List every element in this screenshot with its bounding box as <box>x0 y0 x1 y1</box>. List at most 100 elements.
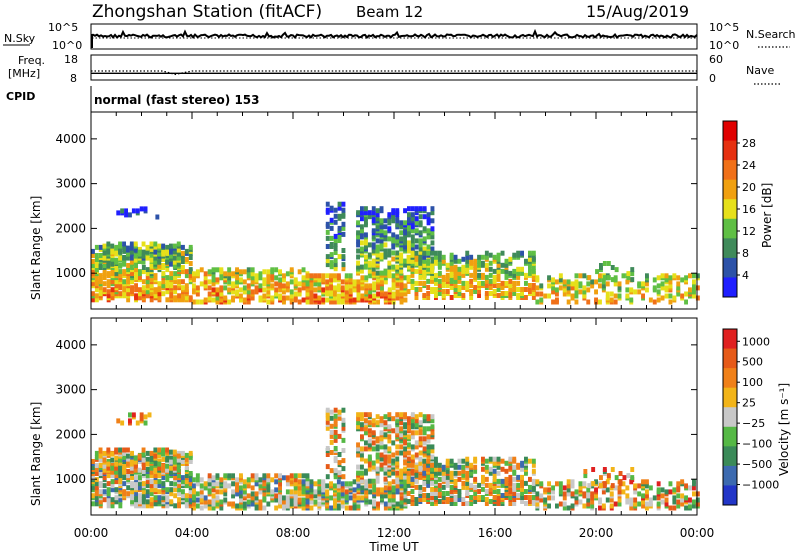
range-gate-cell <box>684 299 688 305</box>
range-gate-cell <box>594 493 598 499</box>
range-gate-cell <box>652 495 657 501</box>
range-gate-cell <box>434 495 438 500</box>
range-gate-cell <box>129 465 134 471</box>
range-gate-cell <box>91 297 95 303</box>
range-gate-cell <box>333 501 337 507</box>
range-gate-cell <box>418 436 423 442</box>
range-gate-cell <box>161 495 166 501</box>
range-gate-cell <box>422 280 427 286</box>
range-gate-cell <box>325 235 330 241</box>
range-gate-cell <box>469 254 474 260</box>
range-gate-cell <box>434 254 438 260</box>
range-gate-cell <box>262 281 267 287</box>
range-gate-cell <box>360 234 364 240</box>
range-gate-cell <box>133 467 138 473</box>
range-gate-cell <box>477 258 481 264</box>
range-gate-cell <box>500 250 505 256</box>
range-gate-cell <box>157 453 162 459</box>
range-gate-cell <box>481 272 485 278</box>
range-gate-cell <box>153 483 158 489</box>
range-gate-cell <box>695 273 700 279</box>
range-gate-cell <box>360 478 364 484</box>
range-gate-cell <box>496 489 501 494</box>
range-gate-cell <box>418 274 423 280</box>
range-gate-cell <box>410 458 415 464</box>
range-gate-cell <box>246 283 251 289</box>
range-gate-cell <box>219 291 224 297</box>
range-gate-cell <box>149 257 154 263</box>
range-gate-cell <box>437 291 442 296</box>
colorbar-tick-label: 500 <box>742 356 763 369</box>
range-gate-cell <box>329 260 334 266</box>
range-gate-cell <box>496 499 501 504</box>
range-gate-cell <box>195 291 200 297</box>
range-gate-cell <box>102 281 107 287</box>
range-gate-cell <box>594 279 598 285</box>
range-gate-cell <box>207 505 212 511</box>
range-gate-cell <box>110 465 115 471</box>
range-gate-cell <box>684 483 688 489</box>
range-gate-cell <box>410 222 415 228</box>
range-gate-cell <box>641 281 645 287</box>
range-gate-cell <box>598 505 602 511</box>
range-gate-cell <box>165 283 170 289</box>
range-gate-cell <box>414 260 419 266</box>
range-gate-cell <box>422 246 427 252</box>
range-gate-cell <box>418 214 423 220</box>
range-gate-cell <box>98 447 103 453</box>
range-gate-cell <box>629 297 634 303</box>
range-gate-cell <box>165 487 170 493</box>
range-gate-cell <box>364 210 368 216</box>
range-gate-cell <box>173 275 178 281</box>
range-gate-cell <box>165 477 170 483</box>
range-gate-cell <box>289 479 294 485</box>
range-gate-cell <box>141 249 146 255</box>
range-gate-cell <box>379 456 384 462</box>
range-gate-cell <box>426 216 431 222</box>
range-gate-cell <box>531 250 536 256</box>
range-gate-cell <box>246 299 251 305</box>
range-gate-cell <box>329 429 334 435</box>
range-gate-cell <box>94 257 99 262</box>
range-gate-cell <box>599 483 603 489</box>
range-gate-cell <box>246 271 251 277</box>
range-gate-cell <box>453 470 458 476</box>
range-gate-cell <box>379 462 384 468</box>
range-gate-cell <box>325 464 330 470</box>
range-gate-cell <box>422 458 427 464</box>
range-gate-cell <box>492 472 497 478</box>
range-gate-cell <box>395 281 400 287</box>
range-gate-cell <box>391 218 396 224</box>
range-gate-cell <box>504 268 509 274</box>
range-gate-cell <box>274 473 279 479</box>
range-gate-cell <box>465 258 470 264</box>
range-gate-cell <box>207 285 212 291</box>
range-gate-cell <box>285 495 290 501</box>
range-gate-cell <box>91 493 95 499</box>
range-gate-cell <box>129 259 134 265</box>
range-gate-cell <box>453 254 458 260</box>
range-gate-cell <box>496 456 501 462</box>
range-gate-cell <box>336 287 341 293</box>
range-gate-cell <box>145 493 150 499</box>
range-gate-cell <box>177 293 181 299</box>
range-gate-cell <box>403 228 407 234</box>
range-gate-cell <box>602 467 607 472</box>
range-gate-cell <box>258 295 263 301</box>
range-gate-cell <box>598 497 602 503</box>
range-gate-cell <box>98 253 103 258</box>
range-gate-cell <box>551 285 555 291</box>
range-gate-cell <box>672 495 677 501</box>
range-gate-cell <box>141 289 146 295</box>
range-gate-cell <box>688 287 692 293</box>
range-gate-cell <box>254 277 259 283</box>
range-gate-cell <box>325 285 330 291</box>
range-gate-cell <box>207 473 212 479</box>
range-gate-cell <box>461 285 466 290</box>
range-gate-cell <box>219 267 224 273</box>
range-gate-cell <box>153 293 158 299</box>
range-gate-cell <box>484 278 489 284</box>
range-gate-cell <box>520 460 524 466</box>
range-gate-cell <box>578 485 583 491</box>
range-gate-cell <box>391 485 396 491</box>
